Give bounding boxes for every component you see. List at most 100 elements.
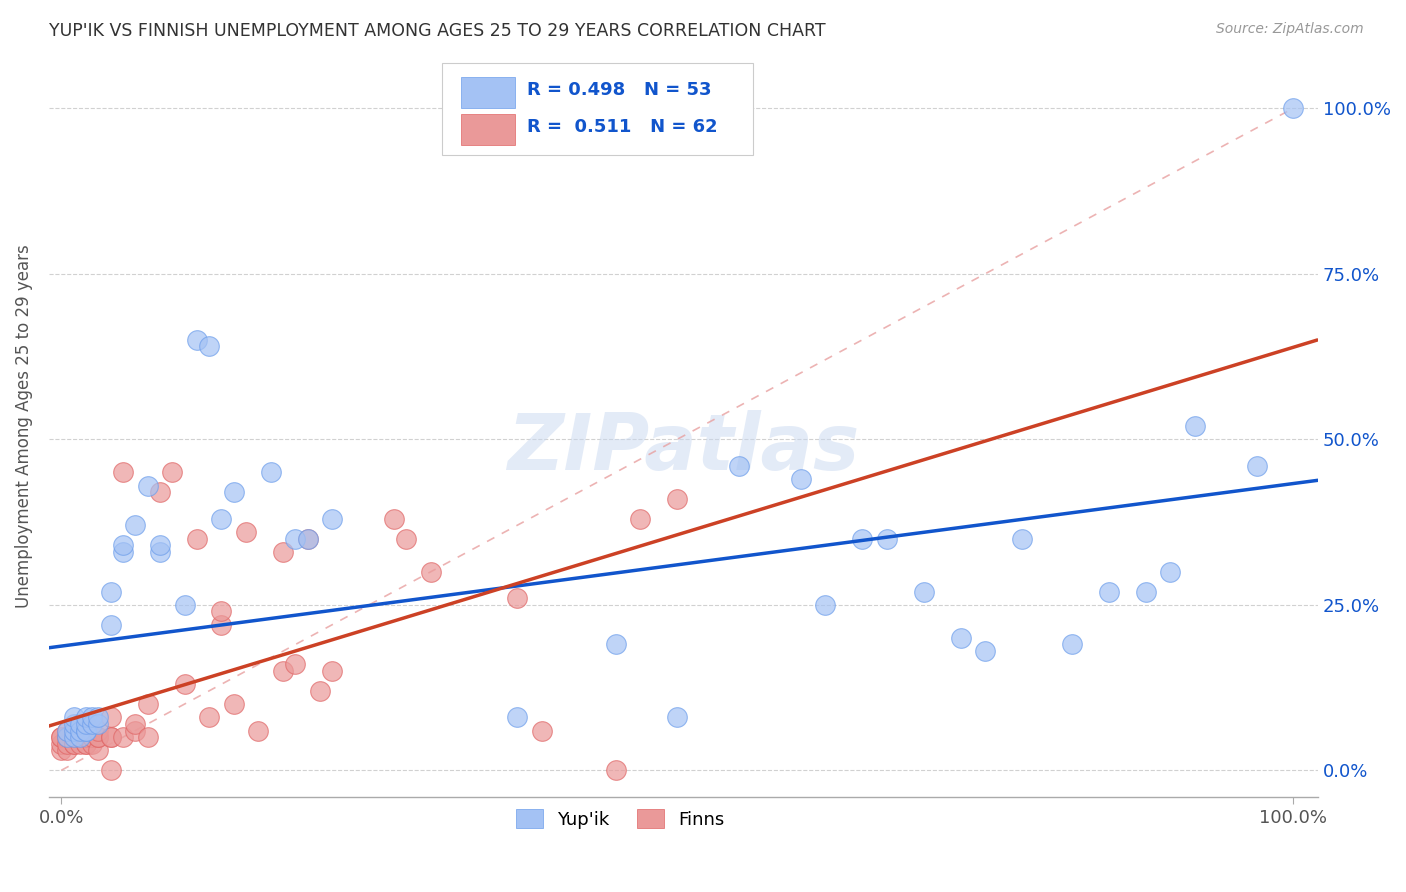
Point bbox=[136, 697, 159, 711]
Point bbox=[420, 565, 443, 579]
Point bbox=[297, 532, 319, 546]
Point bbox=[395, 532, 418, 546]
Point bbox=[1246, 458, 1268, 473]
Point bbox=[173, 677, 195, 691]
Point bbox=[1060, 638, 1083, 652]
Point bbox=[136, 478, 159, 492]
Point bbox=[75, 717, 97, 731]
Point bbox=[186, 532, 208, 546]
Point bbox=[51, 730, 73, 744]
Point bbox=[87, 717, 110, 731]
Point bbox=[62, 723, 84, 738]
Point bbox=[605, 764, 627, 778]
Point bbox=[75, 717, 97, 731]
Point bbox=[974, 644, 997, 658]
Point bbox=[51, 730, 73, 744]
Point bbox=[728, 458, 751, 473]
Point bbox=[82, 737, 104, 751]
Point bbox=[1184, 419, 1206, 434]
Point bbox=[51, 743, 73, 757]
Point bbox=[75, 723, 97, 738]
Point bbox=[56, 737, 79, 751]
FancyBboxPatch shape bbox=[443, 62, 754, 155]
Point bbox=[605, 638, 627, 652]
Point bbox=[912, 584, 935, 599]
Point bbox=[82, 710, 104, 724]
Text: ZIPatlas: ZIPatlas bbox=[508, 410, 859, 486]
Point bbox=[56, 723, 79, 738]
Point bbox=[87, 743, 110, 757]
Point bbox=[160, 466, 183, 480]
Point bbox=[628, 511, 651, 525]
Point bbox=[271, 664, 294, 678]
Point bbox=[211, 511, 233, 525]
Point bbox=[789, 472, 811, 486]
Point bbox=[297, 532, 319, 546]
Point bbox=[100, 764, 122, 778]
Point bbox=[69, 723, 91, 738]
Point bbox=[75, 723, 97, 738]
Point bbox=[321, 664, 343, 678]
Point bbox=[1135, 584, 1157, 599]
Point bbox=[62, 730, 84, 744]
Point bbox=[100, 710, 122, 724]
Point bbox=[149, 485, 172, 500]
Point bbox=[87, 730, 110, 744]
Point bbox=[62, 737, 84, 751]
Text: R = 0.498   N = 53: R = 0.498 N = 53 bbox=[527, 81, 711, 99]
Point bbox=[1011, 532, 1033, 546]
Point bbox=[211, 617, 233, 632]
Point bbox=[69, 730, 91, 744]
Point bbox=[56, 730, 79, 744]
Point bbox=[69, 730, 91, 744]
Point bbox=[82, 717, 104, 731]
Point bbox=[62, 710, 84, 724]
Text: Source: ZipAtlas.com: Source: ZipAtlas.com bbox=[1216, 22, 1364, 37]
Point bbox=[666, 491, 689, 506]
Point bbox=[271, 545, 294, 559]
FancyBboxPatch shape bbox=[461, 77, 515, 108]
Point bbox=[666, 710, 689, 724]
Point bbox=[186, 333, 208, 347]
Point bbox=[198, 339, 221, 353]
Point bbox=[247, 723, 270, 738]
Point bbox=[56, 743, 79, 757]
Point bbox=[260, 466, 283, 480]
Text: YUP'IK VS FINNISH UNEMPLOYMENT AMONG AGES 25 TO 29 YEARS CORRELATION CHART: YUP'IK VS FINNISH UNEMPLOYMENT AMONG AGE… bbox=[49, 22, 825, 40]
Point bbox=[506, 591, 529, 606]
Point bbox=[75, 737, 97, 751]
Point bbox=[62, 737, 84, 751]
Point bbox=[284, 657, 307, 672]
Point bbox=[56, 723, 79, 738]
Point bbox=[876, 532, 898, 546]
Point bbox=[87, 730, 110, 744]
Point bbox=[100, 730, 122, 744]
Point bbox=[69, 730, 91, 744]
Point bbox=[173, 598, 195, 612]
Point bbox=[111, 545, 134, 559]
Point bbox=[1098, 584, 1121, 599]
Point bbox=[149, 538, 172, 552]
Point bbox=[211, 604, 233, 618]
Point bbox=[87, 723, 110, 738]
Point bbox=[949, 631, 972, 645]
Point bbox=[222, 697, 245, 711]
Point bbox=[124, 518, 146, 533]
Point bbox=[82, 730, 104, 744]
Point bbox=[136, 730, 159, 744]
Point bbox=[149, 545, 172, 559]
Point bbox=[75, 737, 97, 751]
Point bbox=[100, 730, 122, 744]
Point bbox=[1159, 565, 1181, 579]
Point bbox=[382, 511, 405, 525]
Y-axis label: Unemployment Among Ages 25 to 29 years: Unemployment Among Ages 25 to 29 years bbox=[15, 244, 32, 607]
Point bbox=[69, 717, 91, 731]
Point bbox=[284, 532, 307, 546]
Point bbox=[75, 710, 97, 724]
Point bbox=[75, 730, 97, 744]
Point bbox=[1282, 101, 1305, 115]
Point bbox=[62, 730, 84, 744]
Point bbox=[87, 710, 110, 724]
Point bbox=[56, 730, 79, 744]
Point bbox=[506, 710, 529, 724]
